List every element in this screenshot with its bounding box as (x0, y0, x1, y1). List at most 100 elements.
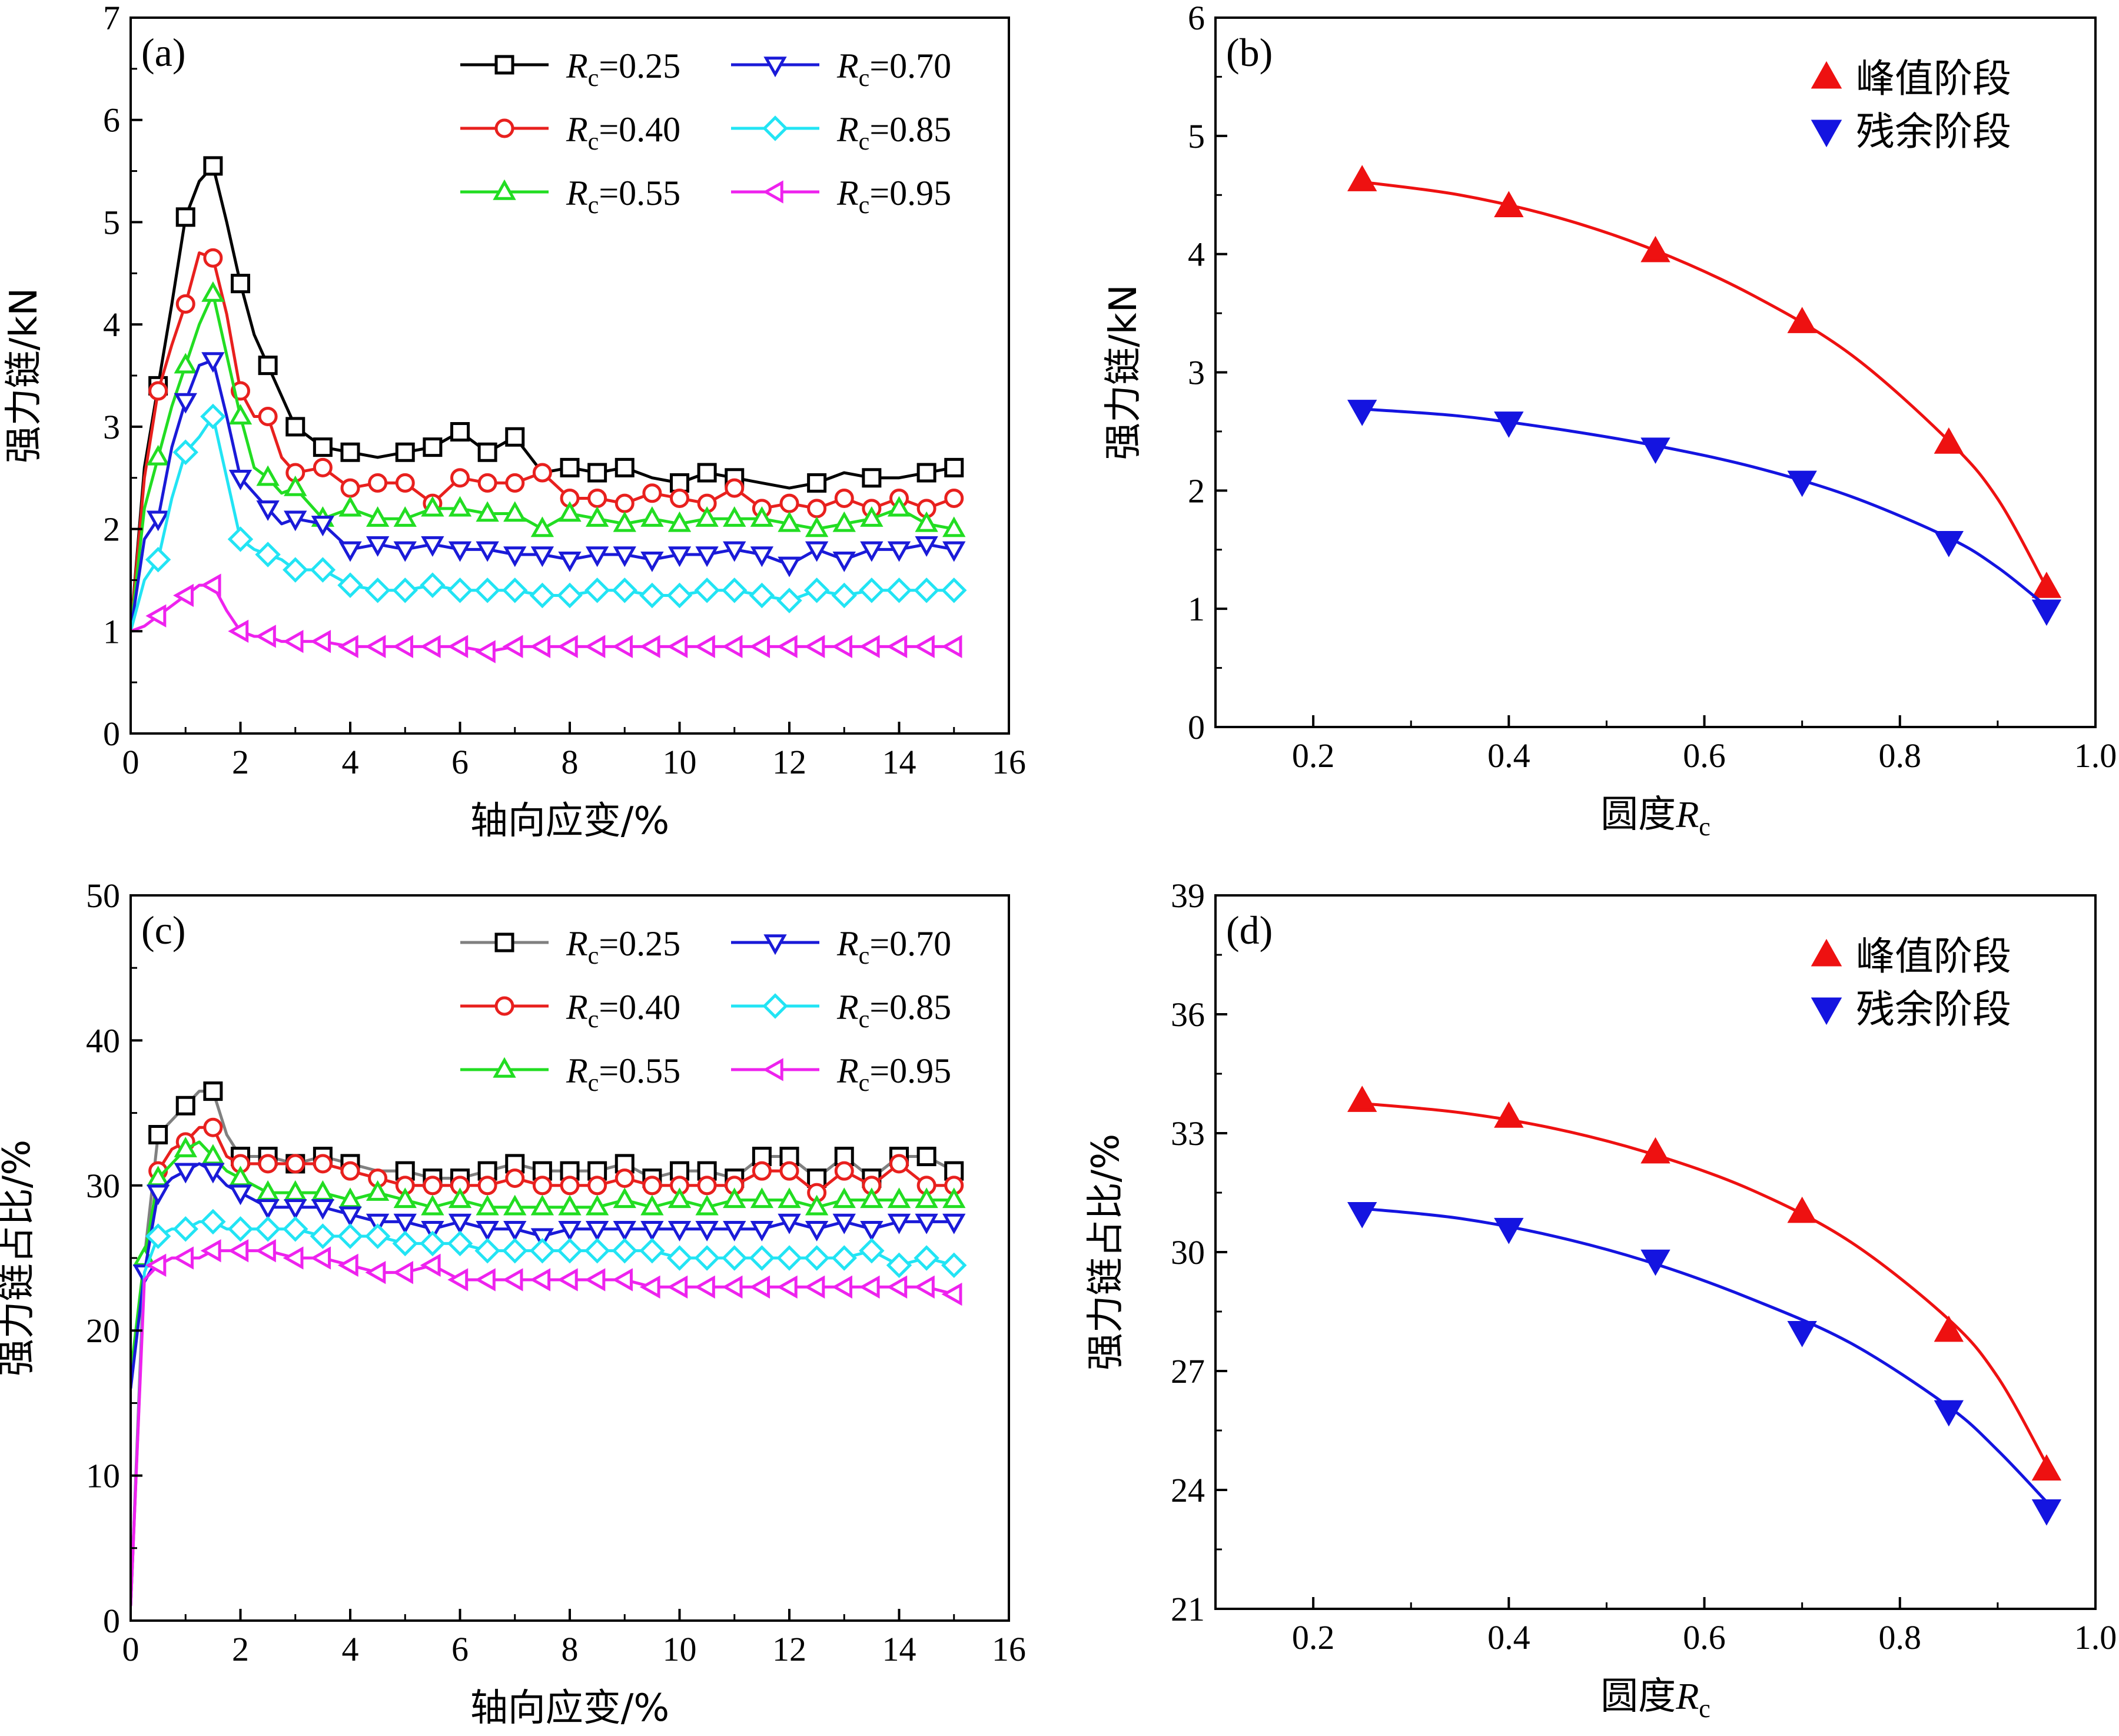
data-point-a-0.95 (393, 635, 413, 659)
y-axis-title-b: 强力链/kN (1102, 284, 1145, 460)
data-point-a-0.85 (612, 577, 637, 603)
data-point-d-0 (1494, 1101, 1524, 1128)
data-point-c-0.95 (310, 1246, 331, 1270)
legend-item-c: Rc=0.85 (731, 988, 951, 1033)
y-tick-label-c: 40 (86, 1021, 120, 1060)
legend-marker (763, 934, 787, 955)
legend-label-sub: c (588, 65, 599, 92)
legend-item-d: 峰值阶段 (1811, 934, 2011, 979)
legend-label-eq: =0.85 (869, 988, 951, 1027)
data-point-b-1 (1494, 411, 1524, 438)
data-point-a-0.95 (365, 635, 386, 659)
data-point-d-0 (1347, 1086, 1377, 1112)
x-tick-label-b: 0.8 (1879, 736, 1922, 775)
y-tick-label-a: 2 (103, 510, 120, 549)
data-point-c-0.70 (311, 1199, 335, 1220)
x-tick-label-a: 10 (663, 743, 697, 781)
legend-label-var: R (836, 988, 859, 1027)
data-point-a-0.25 (423, 437, 443, 457)
legend-item-a: Rc=0.70 (731, 47, 951, 92)
data-point-a-0.70 (942, 541, 966, 562)
data-point-c-0.70 (667, 1221, 692, 1242)
data-point-c-0.25 (505, 1154, 525, 1174)
data-point-c-0.70 (146, 1184, 170, 1206)
data-point-a-0.95 (722, 635, 743, 659)
data-point-a-0.85 (364, 577, 391, 603)
data-point-a-0.55 (476, 501, 499, 522)
legend-label-eq: =0.25 (599, 47, 680, 85)
series-line-c-0.95 (131, 1249, 955, 1606)
data-point-c-0.55 (942, 1187, 966, 1209)
data-point-a-0.85 (529, 582, 556, 609)
data-point-a-0.70 (476, 541, 499, 562)
data-point-c-0.95 (474, 1268, 496, 1292)
data-point-a-0.95 (584, 635, 606, 659)
data-point-c-0.95 (200, 1239, 221, 1263)
data-point-c-0.95 (776, 1275, 798, 1299)
data-point-a-0.70 (640, 551, 664, 572)
legend-marker (494, 996, 514, 1016)
data-point-a-0.85 (557, 582, 583, 609)
data-point-c-0.70 (174, 1163, 197, 1184)
data-point-a-0.40 (642, 483, 662, 503)
data-point-a-0.95 (776, 635, 798, 659)
data-point-a-0.40 (203, 248, 223, 268)
data-point-c-0.95 (749, 1275, 770, 1299)
panel-c: 0 2 4 6 8 10 12 14 16 0 10 20 30 40 50 (c) 轴向应变/% 强力链占比/%… (0, 877, 1026, 1730)
data-point-b-0 (2031, 572, 2062, 598)
data-point-c-0.55 (558, 1194, 582, 1216)
data-point-a-0.40 (258, 406, 278, 426)
data-point-d-1 (1494, 1217, 1524, 1244)
data-point-c-0.55 (174, 1137, 197, 1157)
legend-marker (762, 993, 788, 1019)
y-tick-label-a: 4 (103, 306, 120, 344)
data-point-a-0.25 (395, 442, 415, 462)
series-c-0.85 (131, 1209, 967, 1606)
data-point-c-0.95 (859, 1275, 880, 1299)
y-tick-label-b: 3 (1188, 354, 1205, 392)
y-tick-label-a: 3 (103, 408, 120, 446)
data-point-b-0 (1640, 235, 1670, 263)
data-point-c-0.85 (694, 1245, 720, 1271)
data-point-a-0.25 (916, 463, 936, 483)
data-point-a-0.70 (311, 516, 335, 537)
y-tick-label-c: 50 (86, 877, 120, 915)
legend-label-var: R (566, 1051, 588, 1090)
data-point-c-0.55 (805, 1194, 829, 1216)
data-point-c-0.55 (503, 1194, 527, 1216)
data-point-d-0 (1640, 1137, 1670, 1164)
data-point-c-0.55 (915, 1187, 938, 1209)
data-point-c-0.40 (560, 1176, 580, 1196)
data-point-a-0.40 (834, 488, 854, 508)
y-tick-label-a: 6 (103, 101, 120, 140)
data-point-c-0.40 (203, 1117, 223, 1137)
data-point-c-0.55 (723, 1187, 746, 1209)
data-point-a-0.85 (803, 577, 830, 603)
data-point-a-0.85 (447, 577, 473, 603)
x-tick-label-a: 8 (562, 743, 579, 781)
data-point-d-0 (1787, 1196, 1817, 1223)
panel-label-b: (b) (1226, 30, 1273, 75)
data-point-a-0.55 (778, 511, 801, 532)
data-point-a-0.55 (284, 475, 307, 496)
data-point-a-0.25 (231, 274, 250, 294)
series-a-0.25 (131, 156, 964, 632)
data-point-a-0.40 (368, 473, 388, 493)
data-point-c-0.85 (612, 1237, 637, 1264)
data-point-c-0.70 (942, 1213, 966, 1234)
legend-label: 峰值阶段 (1856, 56, 2011, 101)
data-point-c-0.85 (283, 1216, 308, 1242)
legend-label-var: R (566, 110, 588, 149)
data-point-c-0.25 (944, 1161, 964, 1181)
data-point-c-0.85 (666, 1245, 693, 1271)
data-point-a-0.55 (174, 353, 197, 374)
data-point-a-0.95 (228, 619, 249, 643)
data-point-a-0.95 (337, 635, 358, 659)
legend-marker (493, 179, 516, 200)
data-point-c-0.85 (886, 1252, 912, 1279)
data-point-d-1 (1640, 1249, 1670, 1276)
plot-area-c (131, 1081, 967, 1606)
data-point-a-0.40 (944, 488, 964, 508)
legend-item-c: Rc=0.40 (460, 988, 680, 1033)
